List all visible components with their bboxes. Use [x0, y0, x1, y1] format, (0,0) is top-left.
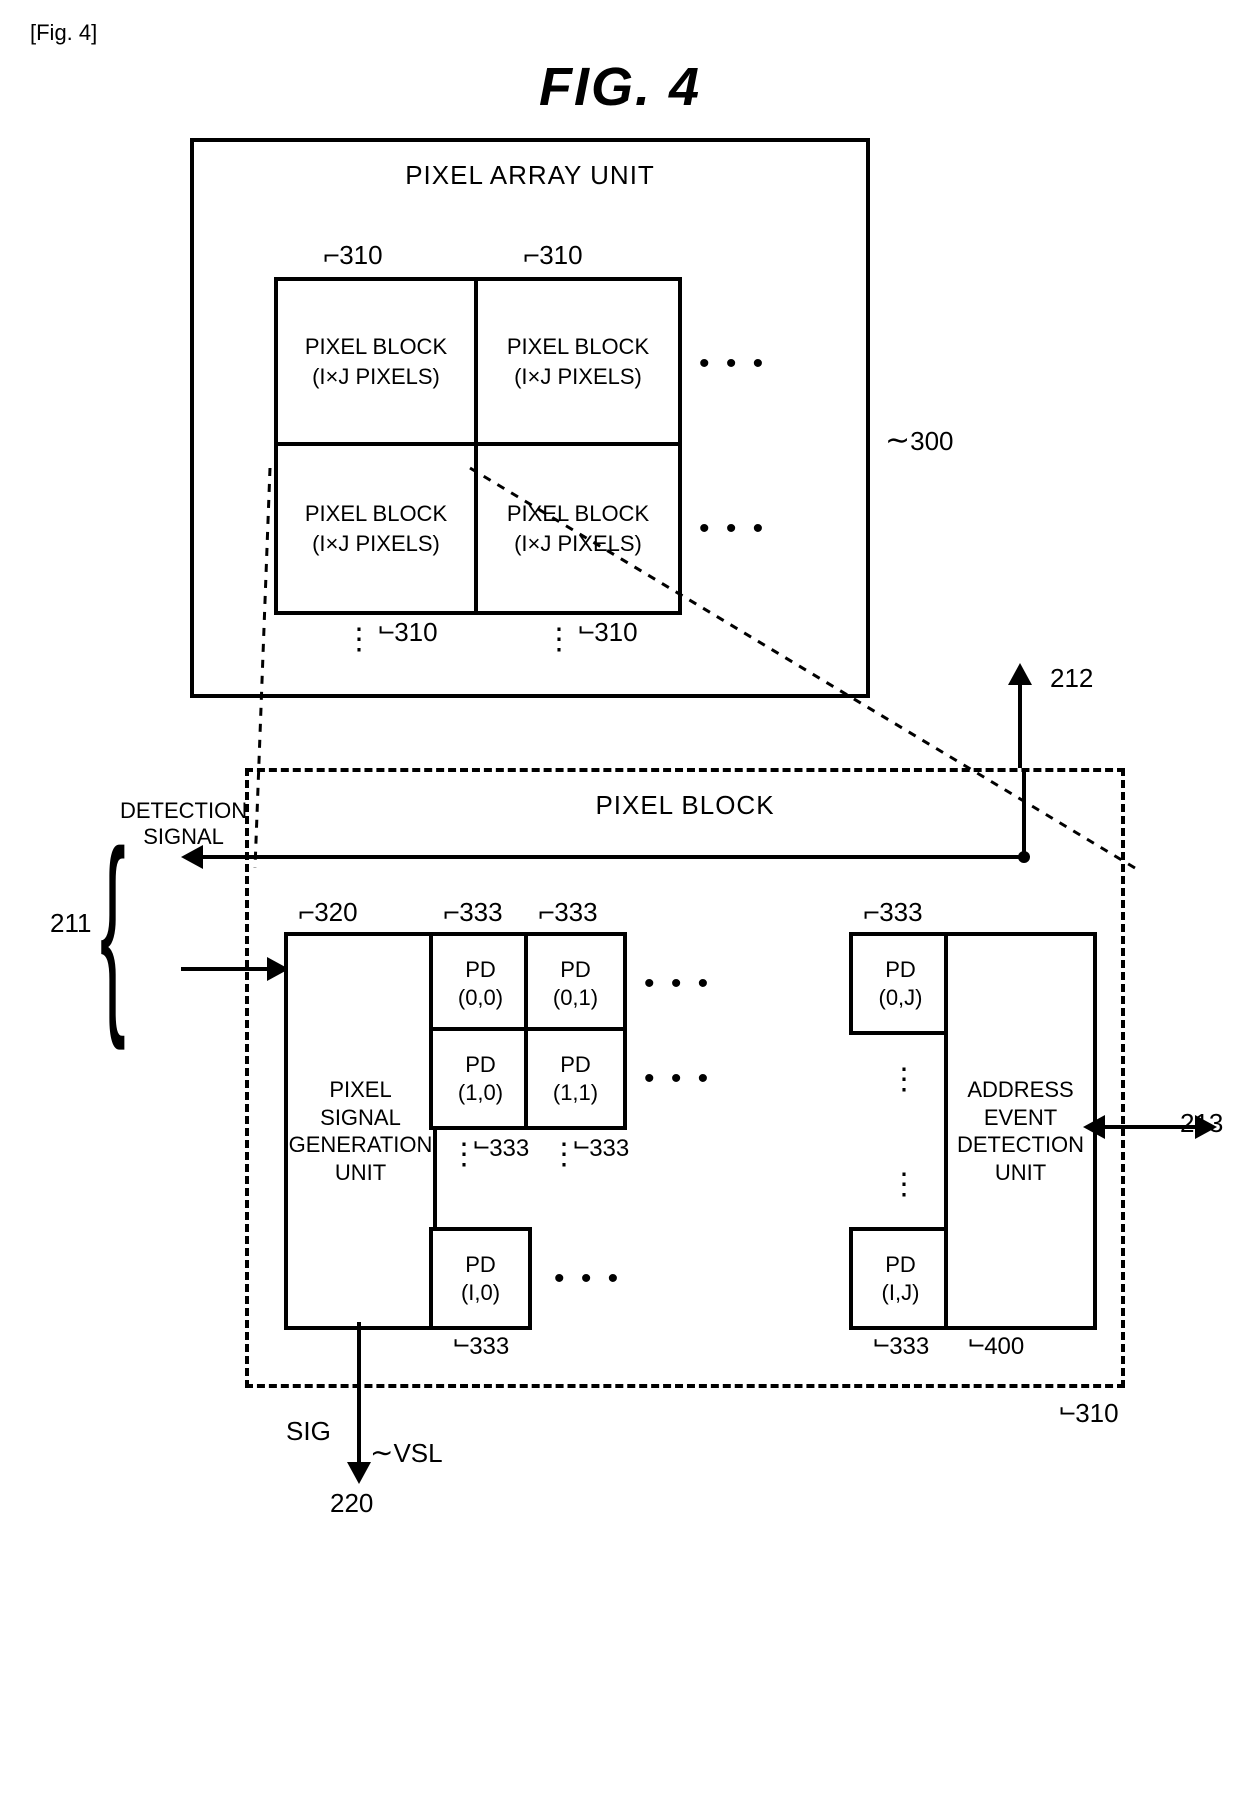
address-event-detection-unit: ADDRESS EVENT DETECTION UNIT	[944, 932, 1097, 1330]
ref-310-top-right: ⌐310	[524, 240, 583, 271]
ref-400: ⌐400	[969, 1330, 1024, 1361]
ref-211: 211	[50, 908, 91, 939]
ref-333-b1: ⌐333	[454, 1330, 509, 1361]
hdots: • • •	[699, 347, 767, 381]
pd-01: PD(0,1)	[524, 932, 627, 1035]
pixel-block-cell: PIXEL BLOCK(I×J PIXELS)	[278, 281, 478, 446]
ref-333-m2: ⌐333	[574, 1132, 629, 1163]
pixel-block-cell: PIXEL BLOCK(I×J PIXELS)	[278, 446, 478, 611]
hdots: • • •	[644, 967, 712, 1001]
ref-310-dashed: ⌐310	[1060, 1398, 1119, 1429]
figure-title: FIG. 4	[30, 56, 1210, 118]
ref-300: ∼300	[885, 423, 954, 458]
pixel-block-grid: PIXEL BLOCK(I×J PIXELS) PIXEL BLOCK(I×J …	[274, 277, 682, 615]
pixel-block-cell: PIXEL BLOCK(I×J PIXELS)	[478, 446, 678, 611]
pixel-array-unit-box: PIXEL ARRAY UNIT ⌐310 ⌐310 PIXEL BLOCK(I…	[190, 138, 870, 698]
ref-333-b: ⌐333	[539, 897, 598, 928]
ref-213: 213	[1180, 1108, 1223, 1139]
pixel-block-title: PIXEL BLOCK	[249, 790, 1121, 821]
pd-00: PD(0,0)	[429, 932, 532, 1035]
pixel-block-detail-container: 212 PIXEL BLOCK ⌐320 ⌐333 ⌐333 ⌐333 PIXE…	[180, 768, 1160, 1388]
pixel-block-cell: PIXEL BLOCK(I×J PIXELS)	[478, 281, 678, 446]
hdots: • • •	[554, 1262, 622, 1296]
vdots: ⋮	[344, 622, 374, 657]
figure-reference: [Fig. 4]	[30, 20, 1210, 46]
pixel-array-unit-container: PIXEL ARRAY UNIT ⌐310 ⌐310 PIXEL BLOCK(I…	[190, 138, 870, 698]
ref-212: 212	[1050, 663, 1093, 694]
ref-220: 220	[330, 1488, 373, 1519]
pixel-array-unit-title: PIXEL ARRAY UNIT	[224, 160, 836, 191]
hdots: • • •	[644, 1062, 712, 1096]
ref-333-b2: ⌐333	[874, 1330, 929, 1361]
hdots: • • •	[699, 512, 767, 546]
pixel-block-dashed-box: PIXEL BLOCK ⌐320 ⌐333 ⌐333 ⌐333 PIXEL SI…	[245, 768, 1125, 1388]
sig-label: SIG	[286, 1416, 331, 1447]
detection-signal-label: DETECTIONSIGNAL	[120, 798, 247, 851]
pd-I0: PD(I,0)	[429, 1227, 532, 1330]
ref-333-m1: ⌐333	[474, 1132, 529, 1163]
pd-11: PD(1,1)	[524, 1027, 627, 1130]
ref-310-bottom-right: ⌐310	[579, 617, 638, 648]
pd-0j: PD(0,J)	[849, 932, 952, 1035]
ref-310-bottom-left: ⌐310	[379, 617, 438, 648]
vdots: ⋮	[889, 1167, 919, 1202]
ref-320: ⌐320	[299, 897, 358, 928]
pd-10: PD(1,0)	[429, 1027, 532, 1130]
vsl-label: ∼VSL	[370, 1436, 443, 1469]
pixel-signal-generation-unit: PIXEL SIGNAL GENERATION UNIT	[284, 932, 437, 1330]
ref-333-c: ⌐333	[864, 897, 923, 928]
brace-211: {	[100, 928, 173, 1009]
pd-Ij: PD(I,J)	[849, 1227, 952, 1330]
vdots: ⋮	[889, 1062, 919, 1097]
vdots: ⋮	[544, 622, 574, 657]
ref-310-top-left: ⌐310	[324, 240, 383, 271]
ref-333-a: ⌐333	[444, 897, 503, 928]
